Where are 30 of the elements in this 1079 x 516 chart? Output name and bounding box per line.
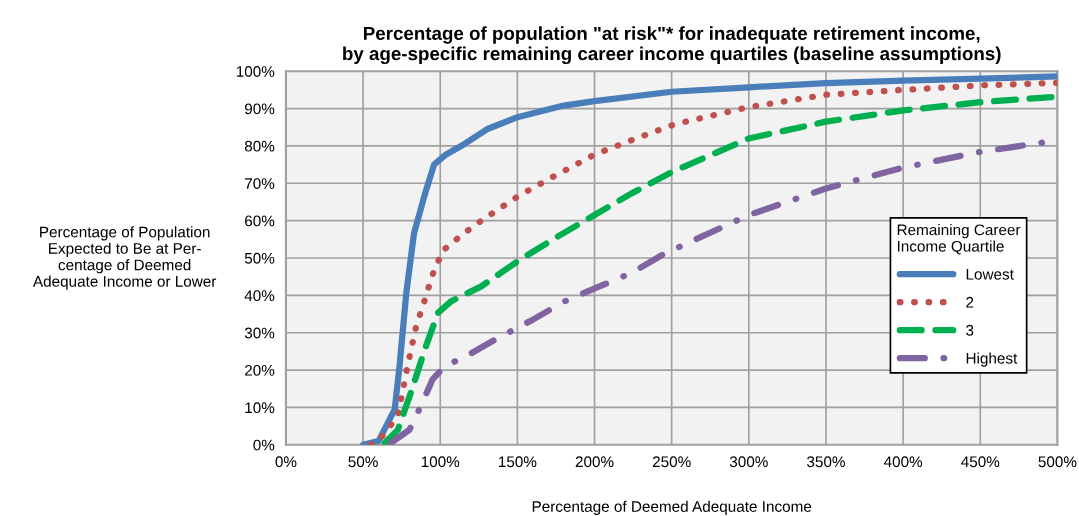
y-tick-label: 30% [244,327,275,339]
y-tick-label: 10% [245,402,275,414]
x-tick-label: 250% [652,456,691,468]
x-tick-label: 150% [499,456,537,468]
y-tick-label: 100% [236,66,275,77]
chart-title: Percentage of population "at risk"* for inadequate retirement income, by age-specific remaining career income quartiles (baseline assumptions) [343,26,1001,65]
x-axis-title: Percentage of Deemed Adequate Income [532,500,812,515]
y-tick-label: 90% [244,103,275,115]
y-tick-label: 40% [244,290,275,302]
y-tick-label: 80% [244,140,275,152]
legend-label: Lowest [966,269,1014,280]
y-tick-label: 70% [245,178,275,189]
x-tick-label: 0% [275,456,297,468]
x-tick-label: 400% [883,456,923,468]
y-tick-label: 50% [244,252,275,264]
legend-label: Highest [966,352,1018,367]
y-axis-title: Percentage of Population Expected to Be at Per- centage of Deemed Adequate Income or Lower [32,226,217,290]
x-tick-label: 350% [807,456,845,468]
x-tick-label: 500% [1038,456,1077,468]
y-tick-label: 60% [245,215,275,227]
x-tick-label: 100% [421,456,460,468]
y-tick-label: 20% [245,364,275,376]
x-tick-label: 300% [729,456,768,468]
x-tick-label: 450% [961,456,1000,468]
legend-title: Remaining Career Income Quartile [897,224,1021,255]
x-tick-label: 50% [348,456,378,468]
legend-label: 3 [966,324,974,336]
y-tick-label: 0% [253,439,275,451]
x-tick-label: 200% [575,456,614,468]
legend-label: 2 [966,296,974,308]
